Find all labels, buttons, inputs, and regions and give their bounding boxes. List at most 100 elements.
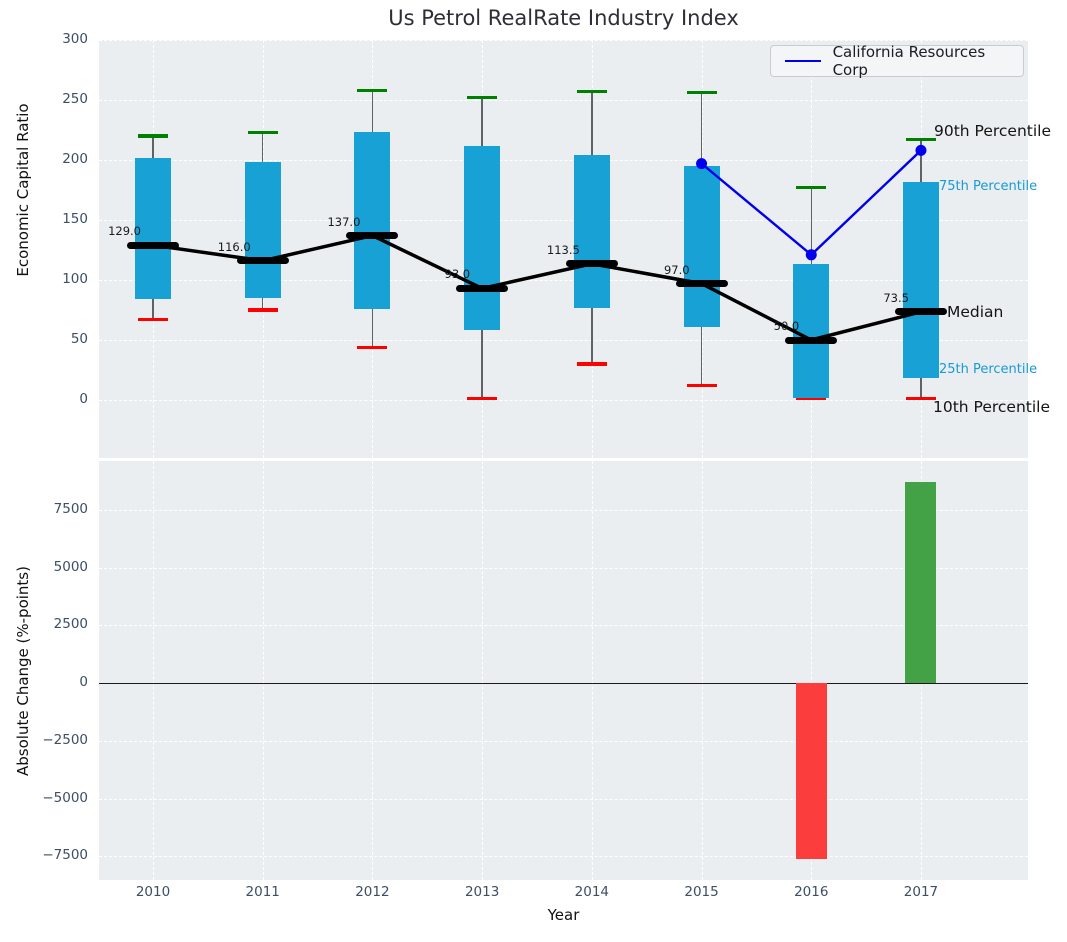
zero-baseline: [99, 683, 1028, 684]
whisker-cap-90th-2017: [905, 137, 936, 142]
median-trend-line: [152, 233, 922, 342]
median-marker-2014: [565, 260, 618, 268]
legend-label: California Resources Corp: [832, 43, 986, 79]
y-tick-label: 50: [70, 331, 88, 347]
gridline: [99, 509, 1028, 511]
gridline: [99, 340, 1028, 341]
median-value-label-2011: 116.0: [217, 239, 251, 254]
whisker-cap-10th-2013: [467, 397, 498, 401]
y-tick-label: 200: [62, 151, 88, 167]
iqr-box-2010: [135, 157, 171, 300]
y-tick-label: 7500: [53, 500, 88, 517]
chart-title: Us Petrol RealRate Industry Index: [388, 6, 739, 30]
whisker-cap-90th-2010: [138, 134, 168, 138]
whisker-cap-10th-2010: [138, 317, 168, 322]
gridline: [99, 740, 1028, 742]
x-tick-label: 2013: [464, 884, 500, 900]
median-marker-2015: [675, 280, 728, 288]
legend-line-sample: [785, 60, 821, 62]
gridline: [99, 280, 1028, 281]
whisker-cap-10th-2012: [357, 345, 388, 349]
median-value-label-2015: 97.0: [663, 262, 690, 277]
whisker-cap-90th-2016: [796, 185, 827, 190]
median-marker-2010: [127, 241, 179, 249]
whisker-cap-10th-2017: [905, 397, 936, 401]
gridline: [99, 798, 1028, 800]
iqr-box-2011: [244, 162, 281, 298]
y-axis-label-top: Economic Capital Ratio: [14, 103, 32, 277]
bar-2016: [795, 683, 827, 859]
median-marker-2016: [785, 336, 838, 344]
gridline: [99, 220, 1028, 221]
y-tick-label: 250: [62, 91, 88, 107]
iqr-box-2017: [902, 181, 939, 379]
x-tick-label: 2011: [245, 884, 280, 900]
median-marker-2012: [346, 232, 399, 240]
company-marker-2015: [696, 158, 708, 170]
x-tick-label: 2015: [684, 884, 719, 900]
y-tick-label: −5000: [42, 789, 88, 806]
whisker-cap-10th-2016: [796, 397, 827, 401]
whisker-cap-10th-2014: [576, 362, 607, 366]
company-marker-2016: [805, 249, 817, 261]
iqr-box-2016: [793, 264, 830, 398]
iqr-box-2012: [354, 132, 391, 309]
y-axis-label-bottom: Absolute Change (%-points): [14, 566, 32, 776]
y-tick-label: 0: [79, 674, 88, 690]
x-tick-label: 2010: [135, 884, 171, 900]
iqr-box-2015: [683, 166, 720, 327]
y-tick-label: 2500: [53, 616, 88, 633]
iqr-box-2014: [573, 155, 610, 308]
gridline: [99, 40, 1028, 41]
whisker-cap-10th-2015: [686, 383, 717, 388]
gridline: [262, 461, 264, 880]
gridline: [99, 567, 1028, 569]
median-marker-2011: [236, 257, 289, 265]
gridline: [701, 461, 703, 880]
x-axis-label: Year: [547, 906, 580, 924]
annotation-90th-percentile: 90th Percentile: [933, 121, 1051, 140]
median-value-label-2013: 93.0: [444, 267, 471, 282]
median-value-label-2010: 129.0: [108, 224, 141, 239]
gridline: [99, 100, 1028, 101]
median-value-label-2012: 137.0: [327, 214, 361, 229]
y-tick-label: 100: [62, 271, 88, 287]
annotation-25th-percentile: 25th Percentile: [938, 362, 1038, 378]
median-value-label-2014: 113.5: [546, 242, 580, 257]
company-marker-2017: [915, 144, 927, 156]
median-value-label-2016: 50.0: [773, 319, 800, 333]
bar-2017: [905, 482, 937, 683]
whisker-cap-90th-2014: [576, 89, 607, 94]
gridline: [153, 461, 154, 880]
whisker-cap-90th-2011: [247, 130, 278, 135]
iqr-box-2013: [464, 145, 501, 331]
whisker-cap-90th-2015: [686, 91, 717, 95]
y-tick-label: 150: [62, 211, 88, 227]
gridline: [372, 461, 374, 880]
gridline: [591, 461, 593, 880]
whisker-cap-90th-2013: [467, 95, 498, 100]
annotation-10th-percentile: 10th Percentile: [932, 397, 1050, 416]
whisker-cap-10th-2011: [247, 308, 278, 312]
gridline: [99, 160, 1028, 161]
x-tick-label: 2016: [794, 884, 829, 900]
gridline: [99, 856, 1028, 858]
y-tick-label: −7500: [42, 847, 88, 864]
gridline: [99, 625, 1028, 627]
company-line: [700, 149, 922, 257]
legend[interactable]: California Resources Corp: [770, 43, 1024, 79]
whisker-cap-90th-2012: [357, 88, 388, 93]
bottom-panel: [99, 461, 1028, 880]
median-marker-2017: [894, 308, 947, 316]
median-value-label-2017: 73.5: [883, 290, 909, 305]
y-tick-label: −2500: [42, 731, 88, 748]
annotation-median: Median: [946, 302, 1004, 321]
annotation-75th-percentile: 75th Percentile: [938, 178, 1038, 194]
x-tick-label: 2014: [574, 884, 609, 900]
y-tick-label: 5000: [53, 558, 88, 575]
x-tick-label: 2012: [355, 884, 390, 900]
median-marker-2013: [456, 284, 509, 292]
y-tick-label: 0: [79, 391, 88, 407]
gridline: [482, 461, 484, 880]
